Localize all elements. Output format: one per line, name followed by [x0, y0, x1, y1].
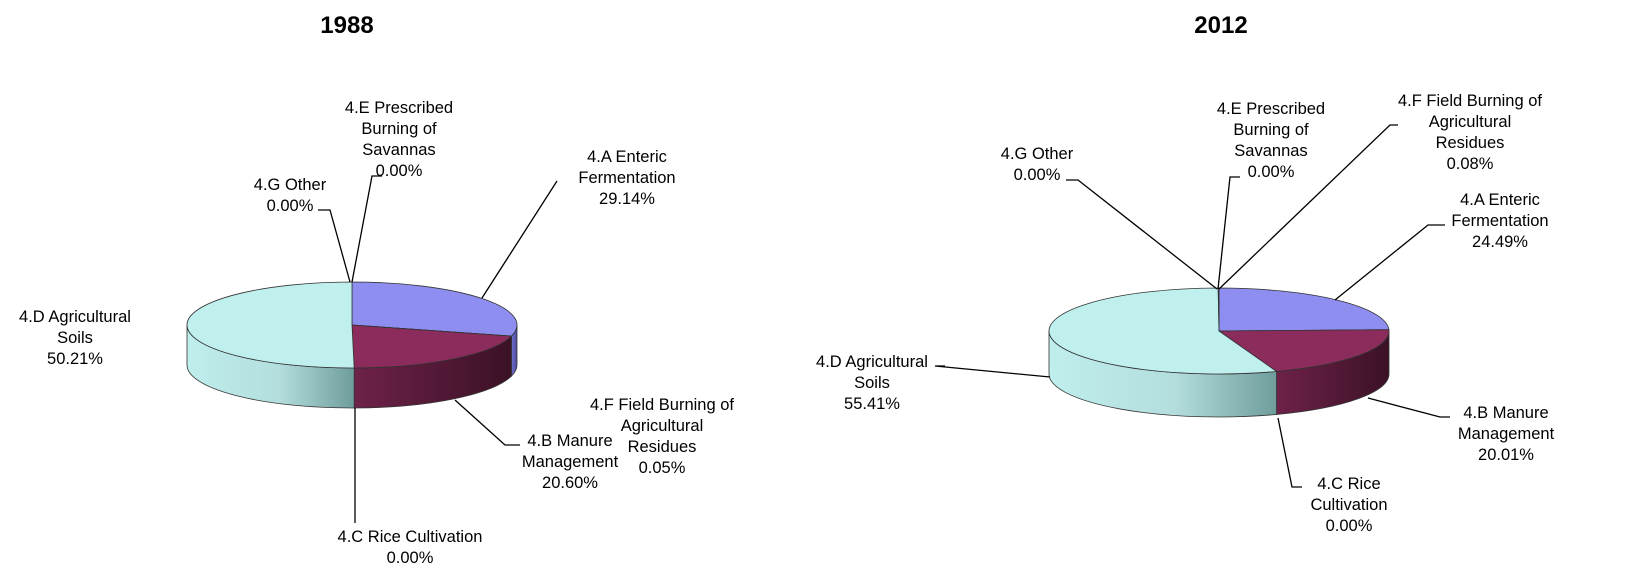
slice-label-line: 4.D Agricultural: [19, 308, 131, 326]
slice-label-rice: 4.C Rice Cultivation 0.00%: [1310, 475, 1387, 535]
slice-label-soils: 4.D Agricultural Soils 50.21%: [19, 308, 131, 368]
slice-label-savannas: 4.E Prescribed Burning of Savannas 0.00%: [345, 99, 453, 180]
slice-pct: 0.00%: [387, 549, 434, 567]
slice-label-line: Fermentation: [578, 169, 675, 187]
slice-pct: 24.49%: [1472, 233, 1528, 251]
slice-pct: 0.05%: [639, 459, 686, 477]
slice-label-rice: 4.C Rice Cultivation 0.00%: [338, 528, 483, 567]
leader-line-manure: [1367, 397, 1450, 418]
slice-label-other: 4.G Other 0.00%: [254, 176, 327, 215]
slice-label-line: 4.A Enteric: [1460, 191, 1540, 209]
slice-enteric: [351, 281, 518, 337]
pie-chart-2012: 2012 4.A Enteric Fermentation 24.49% 4.B Man…: [816, 12, 1555, 535]
slice-label-line: Savannas: [362, 141, 435, 159]
leader-line-manure: [454, 399, 520, 446]
slice-label-line: Residues: [1436, 134, 1505, 152]
slice-label-fieldburn: 4.F Field Burning of Agricultural Residues…: [1398, 92, 1542, 173]
slice-label-line: 4.E Prescribed: [1217, 100, 1325, 118]
slice-label-line: Soils: [57, 329, 93, 347]
slice-label-line: Agricultural: [1429, 113, 1512, 131]
slice-enteric: [1218, 287, 1390, 332]
slice-pct: 20.01%: [1478, 446, 1534, 464]
slice-label-line: 4.G Other: [1001, 145, 1074, 163]
slice-pct: 0.00%: [376, 162, 423, 180]
leader-line-other: [318, 209, 351, 283]
slice-label-enteric: 4.A Enteric Fermentation 24.49%: [1451, 191, 1548, 251]
slice-label-line: Burning of: [1233, 121, 1309, 139]
slice-label-line: 4.B Manure: [1463, 404, 1548, 422]
slice-label-other: 4.G Other 0.00%: [1001, 145, 1074, 184]
pie-tops: [1048, 287, 1390, 375]
slice-label-line: 4.A Enteric: [587, 148, 667, 166]
slice-label-line: Residues: [628, 438, 697, 456]
slice-label-line: 4.D Agricultural: [816, 353, 928, 371]
leader-line-fieldburn: [1218, 124, 1398, 290]
slice-label-line: 4.F Field Burning of: [590, 396, 734, 414]
slice-pct: 0.00%: [267, 197, 314, 215]
slice-labels: 4.A Enteric Fermentation 29.14% 4.F Field B…: [19, 99, 734, 567]
slice-label-line: 4.C Rice: [1317, 475, 1380, 493]
leader-line-savannas: [351, 175, 382, 283]
slice-labels: 4.A Enteric Fermentation 24.49% 4.B Manure M…: [816, 92, 1555, 535]
leader-line-enteric: [481, 180, 558, 299]
slice-pct: 0.08%: [1447, 155, 1494, 173]
leader-line-rice: [1277, 417, 1302, 488]
slice-pct: 55.41%: [844, 395, 900, 413]
leader-line-savannas: [1217, 176, 1240, 290]
slice-soils: [186, 281, 355, 369]
slice-pct: 20.60%: [542, 474, 598, 492]
slice-label-line: Management: [1458, 425, 1555, 443]
slice-label-line: 4.G Other: [254, 176, 327, 194]
slice-label-line: Fermentation: [1451, 212, 1548, 230]
chart-title: 2012: [1194, 12, 1247, 39]
slice-label-fieldburn: 4.F Field Burning of Agricultural Residues…: [590, 396, 734, 477]
slice-label-manure: 4.B Manure Management 20.60%: [522, 432, 619, 492]
slice-label-soils: 4.D Agricultural Soils 55.41%: [816, 353, 928, 413]
slice-label-line: Cultivation: [1310, 496, 1387, 514]
pie-chart-1988: 1988 4.A Enteric Fermentation 29.14% 4.F Fie…: [19, 12, 734, 567]
leader-line-enteric: [1334, 224, 1445, 301]
slice-manure: [351, 324, 513, 369]
slice-label-line: 4.C Rice Cultivation: [338, 528, 483, 546]
slice-label-line: Burning of: [361, 120, 437, 138]
slice-label-line: Soils: [854, 374, 890, 392]
pie-tops: [186, 281, 518, 369]
slice-pct: 0.00%: [1014, 166, 1061, 184]
slice-label-line: 4.E Prescribed: [345, 99, 453, 117]
leader-line-other: [1066, 179, 1218, 290]
slice-pct: 0.00%: [1326, 517, 1373, 535]
slice-label-savannas: 4.E Prescribed Burning of Savannas 0.00%: [1217, 100, 1325, 181]
slice-pct: 29.14%: [599, 190, 655, 208]
slice-label-line: 4.B Manure: [527, 432, 612, 450]
slice-pct: 0.00%: [1248, 163, 1295, 181]
slice-pct: 50.21%: [47, 350, 103, 368]
slice-label-enteric: 4.A Enteric Fermentation 29.14%: [578, 148, 675, 208]
slice-soils: [1048, 287, 1278, 375]
leader-line-soils: [934, 365, 1051, 378]
slice-label-line: Savannas: [1234, 142, 1307, 160]
slice-label-line: Agricultural: [621, 417, 704, 435]
slice-label-line: 4.F Field Burning of: [1398, 92, 1542, 110]
chart-title: 1988: [320, 12, 373, 39]
slice-label-manure: 4.B Manure Management 20.01%: [1458, 404, 1555, 464]
slice-manure: [1217, 329, 1390, 372]
slice-label-line: Management: [522, 453, 619, 471]
